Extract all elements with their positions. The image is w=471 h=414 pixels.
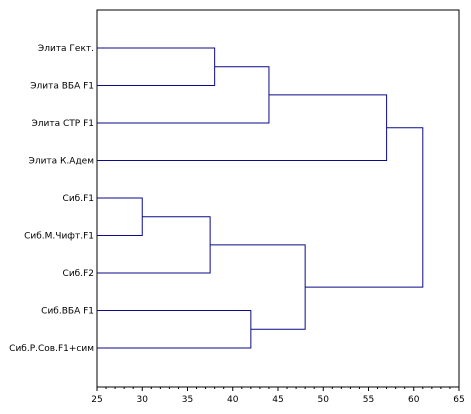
leaf-label: Элита Гект. (38, 44, 94, 54)
leaf-label: Элита К.Адем (29, 157, 94, 167)
x-tick-label: 55 (363, 395, 374, 405)
leaf-label: Элита СТР F1 (32, 119, 94, 129)
x-tick-label: 30 (137, 395, 149, 405)
leaf-label: Сиб.М.Чифт.F1 (24, 232, 94, 242)
x-tick-label: 60 (408, 395, 420, 405)
dendrogram-link (97, 94, 388, 161)
x-tick-label: 65 (453, 395, 464, 405)
dendrogram-links (97, 47, 424, 349)
x-tick-label: 35 (182, 395, 193, 405)
leaf-label: Элита ВБА F1 (30, 82, 94, 92)
x-tick-label: 45 (272, 395, 283, 405)
leaf-label: Сиб.F1 (63, 194, 94, 204)
x-axis: 25 30 35 40 45 50 55 60 65 (91, 387, 465, 405)
leaf-label: Сиб.F2 (63, 269, 94, 279)
leaf-label: Сиб.Р.Сов.F1+сим (9, 344, 94, 354)
leaf-label: Сиб.ВБА F1 (41, 307, 94, 317)
dendrogram-link (97, 310, 252, 349)
x-tick-label: 50 (318, 395, 330, 405)
dendrogram-link (210, 244, 306, 330)
dendrogram-link (97, 47, 216, 86)
x-tick-label: 25 (91, 395, 102, 405)
plot-frame (96, 9, 460, 388)
dendrogram-link (97, 66, 270, 124)
dendrogram-link (305, 127, 424, 288)
dendrogram-link (97, 216, 211, 274)
x-tick-label: 40 (227, 395, 239, 405)
dendrogram-link (97, 197, 143, 236)
leaf-labels: Элита Гект. Элита ВБА F1 Элита СТР F1 Элита… (9, 44, 94, 354)
